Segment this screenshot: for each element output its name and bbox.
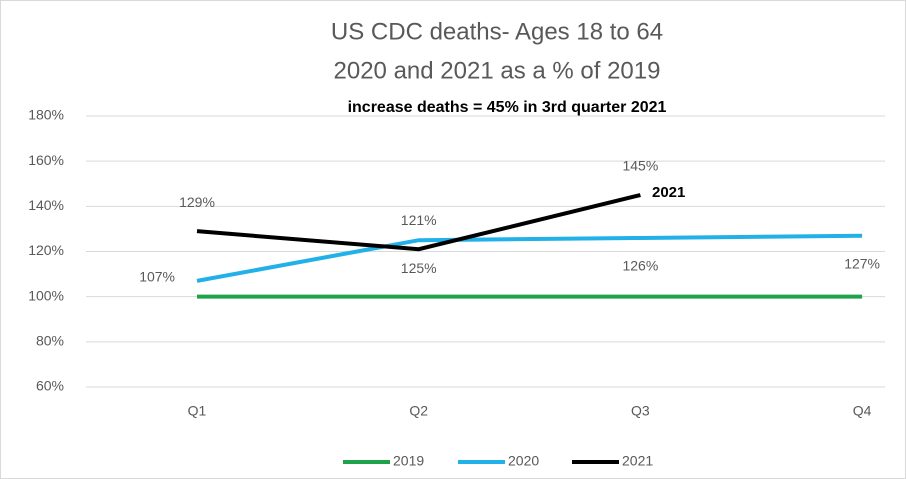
x-tick-label: Q4 [853,403,872,419]
y-tick-label: 60% [36,378,64,394]
x-tick-label: Q3 [631,403,650,419]
chart-title: US CDC deaths- Ages 18 to 64 [331,18,663,45]
y-tick-label: 140% [28,197,64,213]
data-label: 126% [622,258,658,274]
data-label: 145% [622,158,658,174]
data-label: 121% [401,212,437,228]
chart-title: 2020 and 2021 as a % of 2019 [334,57,661,84]
y-tick-label: 80% [36,333,64,349]
legend-label: 2021 [622,453,653,469]
y-tick-label: 160% [28,152,64,168]
y-tick-label: 120% [28,242,64,258]
y-tick-label: 100% [28,287,64,303]
data-label: 107% [139,269,175,285]
data-label: 129% [179,194,215,210]
y-tick-label: 180% [28,107,64,123]
series-line [196,233,863,283]
data-label: 127% [844,255,880,271]
annotation: 2021 [652,184,685,201]
x-tick-label: Q2 [409,403,428,419]
series-line [196,193,641,252]
x-tick-label: Q1 [188,403,207,419]
annotation: increase deaths = 45% in 3rd quarter 202… [348,99,667,116]
legend-label: 2019 [393,453,424,469]
legend-label: 2020 [508,453,539,469]
data-label: 125% [401,260,437,276]
